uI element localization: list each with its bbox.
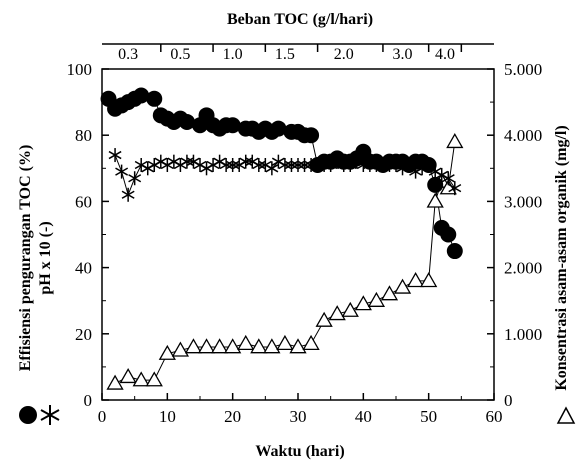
organic-acid-point (380, 285, 399, 301)
legend-triangle-marker (556, 406, 576, 424)
organic-acid-point (393, 278, 412, 294)
organic-acid-point (289, 338, 307, 354)
top-axis-label: 2.0 (334, 46, 354, 63)
y-right-axis-title: Konsentrasi asam-asam organik (mg/l) (553, 125, 570, 390)
top-axis-label: 0.3 (118, 46, 138, 63)
ph-point (298, 157, 311, 172)
y-right-tick-label: 1.000 (504, 325, 542, 344)
ph-point (115, 164, 129, 179)
y-left-tick-label: 80 (75, 126, 92, 145)
organic-acid-point (406, 272, 425, 288)
ph-point (219, 157, 233, 172)
organic-acid-point (132, 371, 150, 387)
legend-circle-marker (19, 406, 37, 424)
ph-point (285, 157, 298, 172)
toc-efficiency-point (270, 120, 287, 137)
organic-acid-point (341, 301, 359, 317)
x-tick-label: 50 (420, 407, 437, 426)
ph-point (180, 154, 194, 169)
organic-acid-point (119, 368, 137, 384)
organic-acid-point (184, 338, 203, 354)
y-right-tick-label: 0 (504, 391, 513, 410)
toc-efficiency-point (178, 113, 195, 130)
y-right-tick-label: 2.000 (504, 259, 542, 278)
y-left-tick-label: 100 (67, 60, 93, 79)
organic-acid-point (263, 338, 281, 354)
x-tick-label: 30 (290, 407, 307, 426)
organic-acid-point (276, 334, 294, 351)
organic-acid-point (224, 338, 242, 354)
toc-efficiency-point (303, 127, 320, 144)
organic-acid-point (302, 334, 320, 351)
toc-efficiency-point (224, 117, 241, 134)
ph-point (108, 148, 122, 163)
x-tick-label: 0 (98, 407, 107, 426)
toc-efficiency-point (427, 176, 444, 193)
ph-point (441, 171, 455, 186)
ph-point (265, 161, 279, 176)
toc-efficiency-point (420, 156, 437, 173)
legend-left (19, 405, 60, 425)
ph-point (291, 157, 305, 172)
x-axis: 0 10 20 30 40 50 60 (98, 393, 503, 426)
organic-acid-point (354, 295, 372, 311)
top-axis-title: Beban TOC (g/l/hari) (227, 11, 373, 28)
ph-point (128, 171, 142, 186)
organic-acid-point (446, 133, 464, 149)
organic-acid-point (250, 338, 268, 354)
y-left-tick-label: 40 (75, 259, 92, 278)
organic-acid-point (210, 338, 229, 354)
organic-acid-point (106, 374, 124, 390)
toc-efficiency-point (446, 243, 463, 260)
organic-acid-point (426, 192, 444, 208)
y-right-tick-label: 5.000 (504, 60, 542, 79)
series-layer (100, 87, 464, 390)
top-axis-label: 0.5 (170, 46, 190, 63)
organic-acid-point (197, 338, 216, 354)
y-left-tick-label: 0 (84, 391, 93, 410)
ph-point (278, 157, 292, 172)
legend-asterisk-marker (40, 405, 60, 425)
x-tick-label: 40 (355, 407, 372, 426)
y-right-tick-label: 3.000 (504, 192, 542, 211)
ph-point (121, 187, 135, 202)
x-tick-label: 20 (224, 407, 241, 426)
toc-efficiency-series (100, 87, 463, 260)
y-left-axis-title-2: pH x 10 (-) (37, 221, 54, 294)
top-axis-label: 3.0 (393, 46, 413, 63)
organic-acid-point (158, 344, 176, 360)
y-left-axis-title: Effisiensi pengurangan TOC (%) (17, 145, 34, 372)
organic-acid-point (145, 371, 163, 387)
ph-point (239, 154, 253, 169)
top-axis-label: 4.0 (435, 46, 455, 63)
organic-acid-point (171, 341, 190, 357)
top-axis-label: 1.0 (223, 46, 243, 63)
y-left-tick-label: 20 (75, 325, 92, 344)
x-tick-label: 10 (159, 407, 176, 426)
y-right-axis: 0 1.000 2.000 3.000 4.000 5.000 (487, 60, 542, 410)
toc-efficiency-point (440, 226, 457, 243)
x-axis-title: Waktu (hari) (255, 443, 344, 460)
top-axis-label: 1.5 (275, 46, 295, 63)
organic-acid-point (328, 305, 346, 321)
ph-point (252, 157, 266, 172)
organic-acid-point (237, 334, 255, 351)
y-left-tick-label: 60 (75, 192, 92, 211)
top-axis: 0.3 0.5 1.0 1.5 2.0 3.0 4.0 (102, 43, 494, 63)
organic-acid-point (420, 272, 438, 288)
organic-acid-point (367, 291, 386, 307)
toc-efficiency-point (146, 90, 163, 107)
organic-acid-series (106, 133, 464, 390)
legend-right (556, 406, 576, 424)
y-left-axis: 0 20 40 60 80 100 (67, 60, 109, 410)
organic-acid-point (315, 311, 333, 327)
ph-point (226, 157, 240, 172)
toc-efficiency-point (133, 87, 150, 104)
ph-point (448, 181, 462, 196)
y-right-tick-label: 4.000 (504, 126, 542, 145)
x-tick-label: 60 (486, 407, 503, 426)
